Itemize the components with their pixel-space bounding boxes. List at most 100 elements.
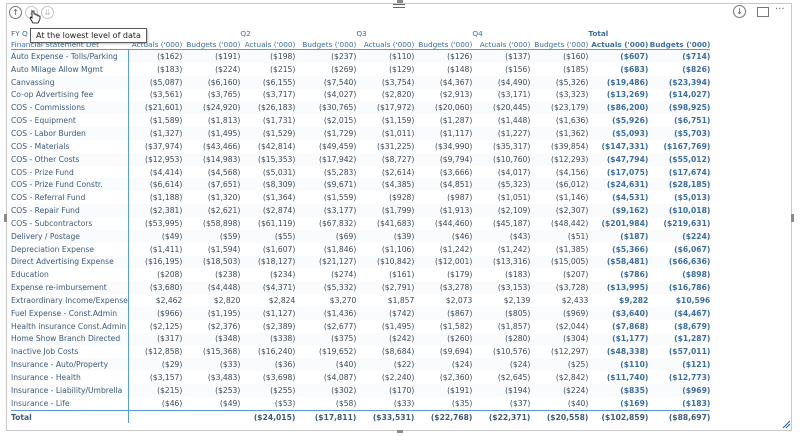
row-label[interactable]: Insurance - Liability/Umbrella	[11, 383, 129, 397]
row-label[interactable]: Insurance - Auto/Property	[11, 358, 129, 372]
row-label[interactable]: Health insurance Const.Admin	[11, 319, 129, 333]
resize-handle-right[interactable]	[791, 214, 794, 222]
row-label[interactable]: Delivery / Postage	[11, 229, 129, 243]
row-label[interactable]: Expense re-imbursement	[11, 281, 129, 295]
row-label[interactable]: COS - Subcontractors	[11, 216, 129, 230]
row-label[interactable]: COS - Referral Fund	[11, 191, 129, 205]
value-cell: ($3,153)	[472, 281, 531, 295]
table-row[interactable]: COS - Prize Fund Constr. ($6,614) ($7,651)…	[11, 178, 711, 192]
resize-handle-left[interactable]	[4, 214, 7, 222]
table-row[interactable]: COS - Subcontractors ($53,995) ($58,898) ($…	[11, 216, 710, 230]
measure-header[interactable]: Actuals ('000)	[588, 38, 649, 50]
column-group-header[interactable]: Q4	[472, 29, 483, 38]
table-row[interactable]: Insurance - Health ($3,157) ($3,483) ($3,69…	[11, 371, 710, 384]
row-header-top[interactable]: FY Q	[11, 29, 28, 38]
row-label[interactable]: COS - Labor Burden	[11, 127, 129, 140]
row-label[interactable]: COS - Commissions	[11, 101, 129, 115]
table-row[interactable]: COS - Labor Burden ($1,327) ($1,495) ($1,52…	[11, 127, 711, 140]
row-label[interactable]: Insurance - Health	[11, 371, 129, 384]
table-row[interactable]: COS - Materials ($37,974) ($43,466) ($42,81…	[11, 139, 710, 153]
row-label[interactable]: Insurance - Life	[11, 396, 129, 411]
table-row[interactable]: COS - Repair Fund ($2,381) ($2,621) ($2,874…	[11, 204, 711, 217]
value-cell: ($8,727)	[356, 152, 415, 166]
row-label[interactable]: Depreciation Expense	[11, 242, 129, 256]
value-cell: ($1,913)	[414, 204, 473, 217]
row-header[interactable]: Financial Statement Det	[11, 38, 129, 50]
table-row[interactable]: Depreciation Expense ($1,411) ($1,594) ($1,…	[11, 242, 710, 256]
table-row[interactable]: Insurance - Auto/Property ($29) ($33) ($36)…	[11, 358, 711, 372]
measure-header[interactable]: Budgets ('000)	[648, 38, 711, 50]
table-row[interactable]: Health insurance Const.Admin ($2,125) ($2,…	[11, 319, 710, 333]
table-row[interactable]: Canvassing ($5,087) ($6,160) ($6,155) ($7,54…	[11, 75, 711, 89]
table-row[interactable]: Delivery / Postage ($49) ($59) ($55) ($69) ($…	[11, 229, 711, 243]
row-label[interactable]: Auto Expense - Tolls/Parking	[11, 49, 129, 63]
drill-mode-icon[interactable]: ↓	[733, 5, 746, 18]
drill-up-icon[interactable]: ↑	[9, 6, 22, 19]
total-cell: ($22,371)	[472, 409, 531, 424]
measure-header[interactable]: Budgets ('000)	[182, 38, 241, 50]
row-label[interactable]: COS - Equipment	[11, 114, 129, 128]
value-cell: ($2,381)	[128, 204, 183, 217]
row-label[interactable]: COS - Prize Fund	[11, 165, 129, 179]
table-row[interactable]: Extraordinary Income/Expense $2,462 $2,820…	[11, 294, 710, 307]
value-cell: ($6,614)	[128, 178, 183, 192]
table-row[interactable]: Co-op Advertising fee ($3,561) ($3,765) ($3…	[11, 88, 710, 102]
value-cell: ($1,495)	[381, 321, 415, 331]
table-row[interactable]: COS - Equipment ($1,589) ($1,813) ($1,731) (…	[11, 114, 710, 128]
row-label[interactable]: Home Show Branch Directed	[11, 332, 129, 346]
measure-header[interactable]: Actuals ('000)	[472, 38, 531, 50]
more-options-icon[interactable]: ···	[775, 4, 785, 15]
row-label[interactable]: COS - Other Costs	[11, 152, 129, 166]
table-row[interactable]: Direct Advertising Expense ($16,195) ($18,…	[11, 255, 711, 269]
value-cell: ($2,791)	[356, 281, 415, 295]
row-label[interactable]: Fuel Expense - Const.Admin	[11, 306, 129, 320]
table-row[interactable]: Home Show Branch Directed ($317) ($348) ($3…	[11, 332, 711, 346]
table-row[interactable]: Insurance - Liability/Umbrella ($215) ($25…	[11, 383, 711, 397]
measure-header[interactable]: Actuals ('000)	[356, 38, 415, 50]
resize-handle-top[interactable]	[397, 0, 403, 3]
measure-header[interactable]: Budgets ('000)	[414, 38, 473, 50]
measure-header[interactable]: Actuals ('000)	[128, 38, 183, 50]
table-row[interactable]: COS - Commissions ($21,601) ($24,920) ($26,…	[11, 101, 711, 115]
value-cell: ($805)	[472, 306, 531, 320]
drag-grip-icon[interactable]	[393, 4, 405, 10]
measure-header[interactable]: Budgets ('000)	[530, 38, 589, 50]
table-row[interactable]: Expense re-imbursement ($3,680) ($4,448) ($…	[11, 281, 711, 295]
table-row[interactable]: Fuel Expense - Const.Admin ($966) ($1,195)…	[11, 306, 711, 320]
total-cell	[128, 409, 183, 424]
column-group-header[interactable]: Q2	[240, 29, 251, 38]
value-cell: ($208)	[157, 270, 183, 280]
table-row[interactable]: Auto Milage Allow Mgmt ($183) ($224) ($215)…	[11, 62, 710, 76]
resize-corner-icon[interactable]	[781, 419, 792, 430]
row-label[interactable]: COS - Prize Fund Constr.	[11, 178, 129, 192]
column-group-header[interactable]: Q3	[356, 29, 367, 38]
row-label[interactable]: COS - Materials	[11, 139, 129, 153]
table-row[interactable]: COS - Referral Fund ($1,188) ($1,320) ($1,3…	[11, 191, 710, 205]
column-group-header-total[interactable]: Total	[588, 29, 609, 38]
value-cell: ($179)	[447, 270, 473, 280]
table-row[interactable]: COS - Prize Fund ($4,414) ($4,568) ($5,031)…	[11, 165, 710, 179]
row-label[interactable]: Canvassing	[11, 75, 129, 89]
table-row[interactable]: Inactive Job Costs ($12,858) ($15,368) ($16…	[11, 345, 710, 359]
table-row[interactable]: Auto Expense - Tolls/Parking ($162) ($191)…	[11, 49, 711, 63]
table-row[interactable]: COS - Other Costs ($12,953) ($14,983) ($15,…	[11, 152, 711, 166]
measure-header[interactable]: Budgets ('000)	[295, 38, 357, 50]
resize-handle-bottom[interactable]	[397, 430, 403, 433]
row-label[interactable]: Direct Advertising Expense	[11, 255, 129, 269]
value-cell: ($33)	[182, 358, 241, 372]
row-label[interactable]: COS - Repair Fund	[11, 204, 129, 217]
focus-mode-icon[interactable]	[757, 7, 769, 17]
row-label[interactable]: Inactive Job Costs	[11, 345, 129, 359]
value-cell: ($4,490)	[472, 75, 531, 89]
value-cell: $9,282	[619, 295, 649, 305]
table-row[interactable]: Education ($208) ($238) ($234) ($274) ($161) (…	[11, 268, 710, 282]
expand-all-icon[interactable]: ⇊	[41, 6, 54, 19]
row-label[interactable]: Co-op Advertising fee	[11, 88, 129, 102]
row-label[interactable]: Auto Milage Allow Mgmt	[11, 62, 129, 76]
measure-header[interactable]: Actuals ('000)	[240, 38, 296, 50]
matrix-table: FY Q Q2 Q3 Q4 Total Financial Statement …	[11, 24, 711, 424]
row-label[interactable]: Education	[11, 268, 129, 282]
row-label[interactable]: Extraordinary Income/Expense	[11, 294, 129, 307]
table-row[interactable]: Insurance - Life ($46) ($49) ($53) ($58) ($33…	[11, 396, 710, 411]
value-cell: ($3,754)	[356, 75, 415, 89]
